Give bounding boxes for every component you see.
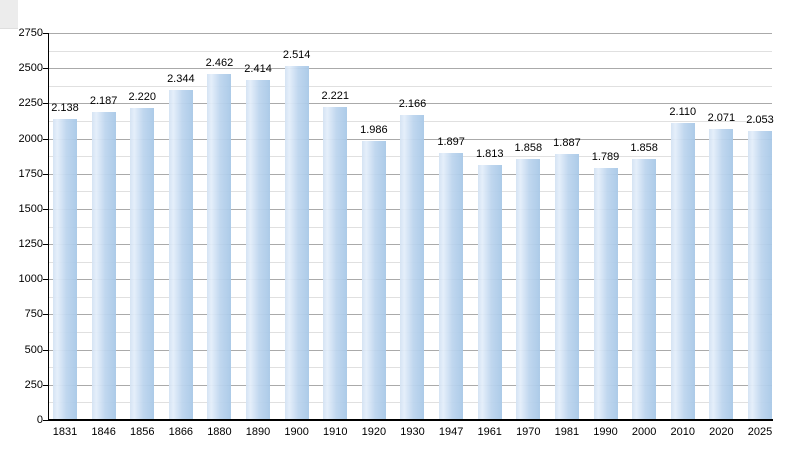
y-tick-mark [43,384,49,386]
gridline-major [49,103,772,105]
y-tick-mark [43,279,49,281]
y-tick-label: 750 [24,308,43,321]
bar-value-label: 2.414 [244,63,272,76]
x-tick-label: 1920 [361,426,387,438]
bar-value-label: 2.187 [89,95,118,108]
x-tick-label: 2010 [670,426,695,438]
x-axis-line [48,419,773,421]
y-tick-mark [43,173,49,175]
x-tick-label: 1856 [129,426,155,438]
x-tick-label: 2025 [747,426,773,438]
bar [554,154,579,420]
bar-value-label: 2.166 [398,98,427,111]
y-tick-label: 1750 [18,167,43,180]
bar-value-label: 2.110 [669,106,697,119]
bar [284,66,309,420]
x-tick-label: 1831 [52,426,78,438]
x-tick-label: 1961 [477,426,502,438]
bar [91,112,116,420]
y-tick-label: 0 [36,414,43,426]
bar [593,168,618,420]
bar-value-label: 1.986 [360,123,388,136]
x-tick-label: 1900 [284,426,309,438]
x-tick-label: 1970 [516,426,541,438]
bar [400,115,425,420]
bar-value-label: 2.220 [128,90,156,103]
y-tick-mark [43,420,49,421]
y-tick-mark [43,33,49,34]
bar-value-label: 2.053 [746,114,774,127]
bar [516,158,541,420]
y-tick-label: 1250 [18,238,43,251]
bar [168,90,193,420]
y-axis-line [48,33,49,421]
y-tick-label: 1500 [18,202,43,215]
bar [246,80,271,420]
gridline-minor [49,85,772,87]
bar-value-label: 2.071 [707,111,736,124]
bar [130,107,155,420]
y-tick-label: 500 [24,343,43,356]
bar [632,158,657,420]
bar-value-label: 1.789 [591,151,620,164]
plot-area [49,33,772,420]
x-tick-label: 1880 [207,426,232,438]
x-tick-label: 1910 [323,426,348,438]
x-tick-label: 1930 [400,426,425,438]
bar [207,73,232,420]
bar [439,153,464,420]
bar [709,128,734,420]
y-tick-label: 1000 [18,273,43,286]
gridline-major [49,33,772,34]
x-tick-label: 1981 [554,426,580,438]
y-tick-mark [43,208,49,210]
bar [670,123,695,420]
corner-artifact [0,0,18,29]
x-tick-label: 1866 [168,426,194,438]
gridline-minor [49,50,772,52]
x-tick-label: 1890 [245,426,271,438]
bar [361,140,386,420]
bar-value-label: 2.462 [205,56,234,69]
gridline-major [49,68,772,70]
x-tick-label: 1990 [593,426,618,438]
x-tick-label: 2020 [709,426,734,438]
y-tick-label: 250 [24,378,43,391]
y-tick-mark [43,314,49,316]
x-tick-label: 2000 [631,426,657,438]
bar-value-label: 1.813 [475,147,504,160]
y-tick-label: 2500 [18,62,43,75]
y-tick-mark [43,244,49,246]
bar [53,119,77,420]
bar [477,164,502,420]
x-tick-label: 1947 [438,426,464,438]
bar-value-label: 2.344 [167,73,195,86]
bar-value-label: 1.858 [514,141,543,154]
bar-value-label: 1.887 [553,137,581,150]
bar [747,131,772,420]
bar [323,107,348,420]
y-tick-label: 2750 [18,27,43,39]
bar-value-label: 1.858 [630,141,658,154]
bar-value-label: 2.514 [282,49,311,62]
bar-value-label: 2.221 [321,90,350,103]
y-tick-mark [43,103,49,105]
y-tick-mark [43,138,49,140]
y-tick-label: 2250 [18,97,43,110]
y-tick-mark [43,68,49,70]
y-tick-label: 2000 [18,132,43,145]
bar-value-label: 2.138 [51,102,79,115]
bar-value-label: 1.897 [437,136,465,149]
y-tick-mark [43,349,49,351]
x-tick-label: 1846 [91,426,116,438]
